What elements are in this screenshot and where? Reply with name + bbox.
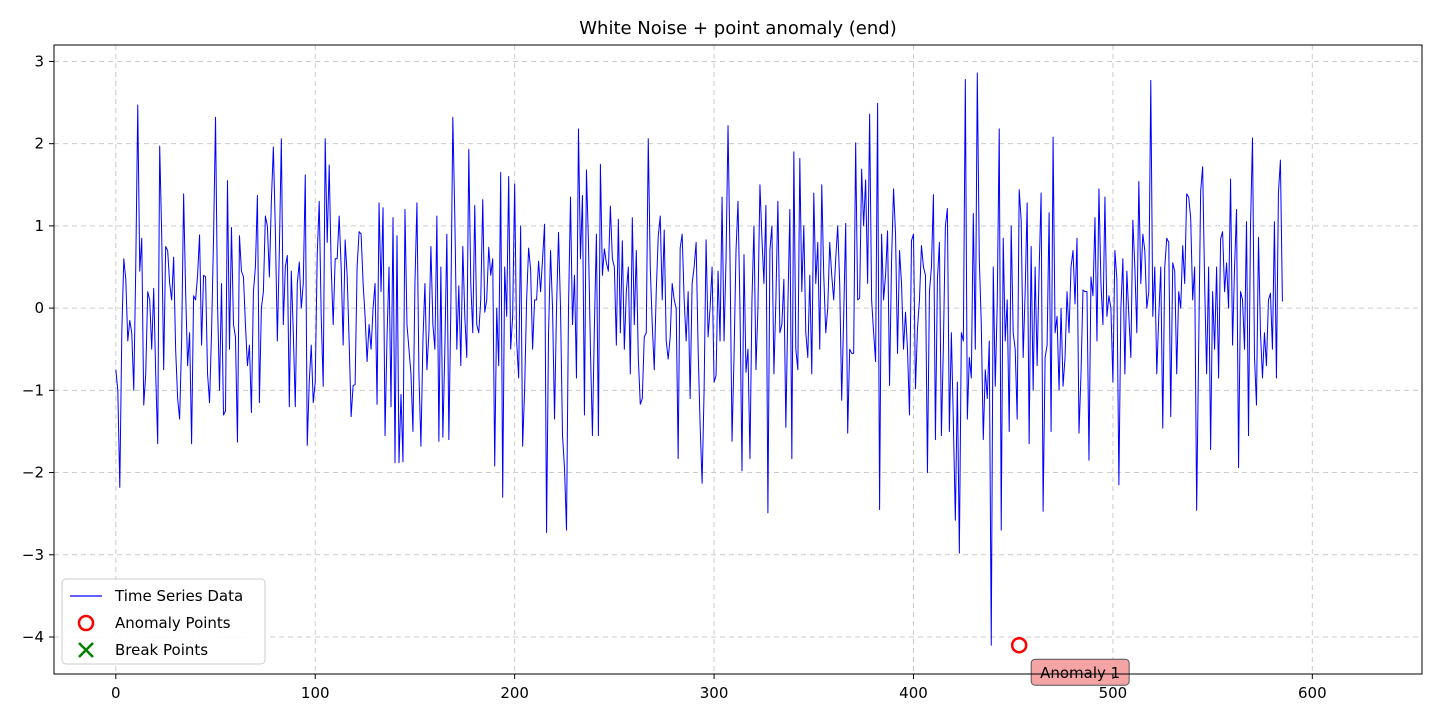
annotation-box xyxy=(1030,658,1130,686)
y-tick-label: −3 xyxy=(22,546,44,564)
legend-anomaly-swatch xyxy=(77,614,95,632)
legend-box xyxy=(61,578,266,665)
legend: Time Series Data Anomaly Points Break Po… xyxy=(61,578,266,665)
y-tick-label: 3 xyxy=(34,52,44,70)
y-tick-label: −4 xyxy=(22,628,44,646)
legend-break-swatch xyxy=(78,642,94,658)
y-tick-label: −2 xyxy=(22,464,44,482)
y-tick-label: −1 xyxy=(22,381,44,399)
legend-label-break: Break Points xyxy=(115,641,208,659)
x-axis-ticks: 0 100 200 300 400 500 600 xyxy=(111,674,1327,702)
marker-layer: Anomaly 1 xyxy=(1010,636,1130,686)
x-tick-label: 500 xyxy=(1099,684,1128,702)
legend-label-anomaly: Anomaly Points xyxy=(115,614,231,632)
x-tick-label: 600 xyxy=(1298,684,1327,702)
series-layer xyxy=(115,72,1283,646)
y-axis-ticks: −4 −3 −2 −1 0 1 2 3 xyxy=(22,52,54,646)
x-tick-label: 100 xyxy=(301,684,330,702)
y-tick-label: 2 xyxy=(34,135,44,153)
x-tick-label: 0 xyxy=(111,684,121,702)
annotation: Anomaly 1 xyxy=(1030,658,1130,686)
annotation-label: Anomaly 1 xyxy=(1040,664,1120,682)
series-line xyxy=(115,72,1283,646)
anomaly-point xyxy=(1010,636,1028,654)
chart-title: White Noise + point anomaly (end) xyxy=(579,18,897,39)
x-tick-label: 300 xyxy=(700,684,729,702)
x-tick-label: 200 xyxy=(500,684,529,702)
plot-frame xyxy=(53,44,1423,675)
legend-label-series: Time Series Data xyxy=(114,587,243,605)
x-tick-label: 400 xyxy=(899,684,928,702)
y-tick-label: 1 xyxy=(34,217,44,235)
y-tick-label: 0 xyxy=(34,299,44,317)
